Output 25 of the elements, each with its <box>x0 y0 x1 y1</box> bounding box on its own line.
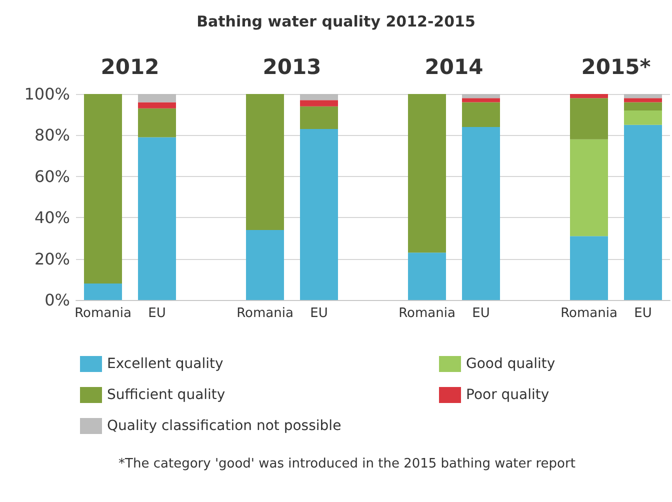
legend-label: Quality classification not possible <box>107 418 342 434</box>
chart-title: Bathing water quality 2012-2015 <box>196 12 476 30</box>
x-tick-label: EU <box>472 306 490 321</box>
text: 2015* <box>581 55 651 79</box>
legend-label: Good quality <box>466 356 556 372</box>
y-tick-label: 80% <box>34 126 70 145</box>
y-tick-label: 0% <box>44 290 70 310</box>
text: 2014 <box>424 55 484 79</box>
x-tick-label: Romania <box>74 306 132 321</box>
y-tick-label: 40% <box>34 208 70 228</box>
legend-label: Poor quality <box>466 387 550 403</box>
y-tick-label: 100% <box>24 84 70 104</box>
x-tick-label: EU <box>634 306 652 321</box>
text: *The category 'good' was introduced in the 2015 bathing water report <box>118 456 576 472</box>
x-tick-label: EU <box>310 306 328 321</box>
x-tick-label: Romania <box>236 306 294 321</box>
y-tick-label: 60% <box>34 166 70 186</box>
x-tick-label: Romania <box>398 306 456 321</box>
y-tick-label: 20% <box>34 249 70 268</box>
legend-label: Sufficient quality <box>107 387 226 403</box>
x-tick-label: Romania <box>560 306 618 321</box>
text: 2013 <box>262 55 322 79</box>
text: 2012 <box>100 55 160 79</box>
legend-label: Excellent quality <box>107 356 224 372</box>
x-tick-label: EU <box>148 306 166 321</box>
